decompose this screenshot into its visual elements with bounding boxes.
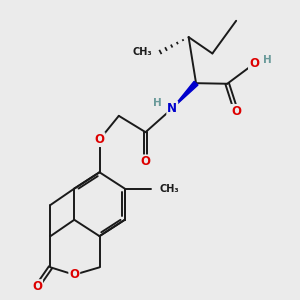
Text: O: O <box>231 105 241 118</box>
Text: O: O <box>140 155 151 168</box>
Text: H: H <box>153 98 162 108</box>
Text: CH₃: CH₃ <box>133 47 152 57</box>
Text: N: N <box>167 102 177 115</box>
Text: O: O <box>69 268 79 281</box>
Text: O: O <box>94 133 104 146</box>
Text: CH₃: CH₃ <box>160 184 179 194</box>
Text: H: H <box>263 55 272 65</box>
Polygon shape <box>172 81 198 108</box>
Text: O: O <box>32 280 42 293</box>
Text: O: O <box>249 57 259 70</box>
